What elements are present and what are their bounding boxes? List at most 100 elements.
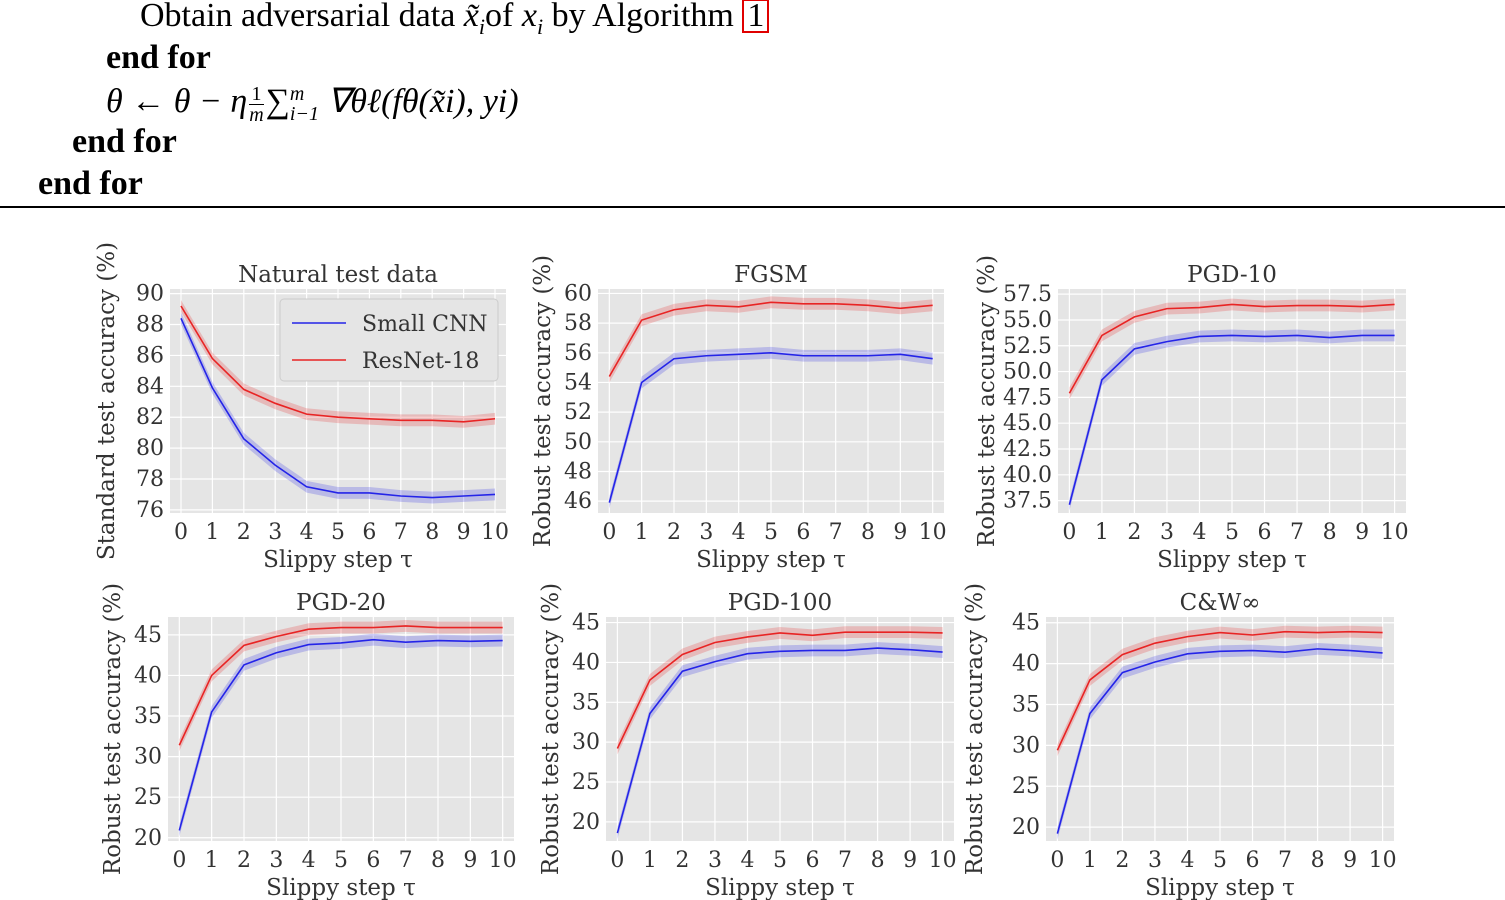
- series-line-small-cnn: [180, 318, 496, 499]
- x-tick-label: 1: [205, 848, 219, 873]
- y-tick-label: 20: [134, 826, 162, 851]
- algorithm-ref-link[interactable]: 1: [742, 0, 770, 33]
- update-rule-text: θ ← θ − η: [106, 83, 248, 120]
- legend-label: Small CNN: [362, 312, 487, 337]
- series-line-small-cnn: [1056, 648, 1383, 834]
- y-tick-label: 78: [136, 467, 164, 492]
- y-tick-label: 40.0: [1003, 463, 1052, 488]
- algo-text-by: by Algorithm: [543, 0, 743, 34]
- x-tick-label: 4: [300, 520, 314, 545]
- chart-title: PGD-20: [296, 590, 386, 616]
- fraction-denominator: m: [249, 103, 264, 126]
- x-tick-label: 8: [1323, 520, 1337, 545]
- algorithm-bottom-rule: [0, 206, 1505, 208]
- y-tick-label: 55.0: [1003, 308, 1052, 333]
- x-tick-label: 3: [699, 520, 713, 545]
- y-tick-label: 52: [564, 400, 592, 425]
- algorithm-end-for-inner: end for: [106, 39, 211, 76]
- x-tick-label: 9: [457, 520, 471, 545]
- series-line-small-cnn: [1068, 334, 1395, 505]
- algorithm-update-rule: θ ← θ − η 1 m ∑ m i−1 ∇θℓ(fθ(x̃i), yi): [106, 82, 519, 125]
- x-tick-label: 3: [1148, 848, 1162, 873]
- y-tick-label: 47.5: [1003, 385, 1052, 410]
- x-tick-label: 5: [334, 848, 348, 873]
- sum-lower: i−1: [289, 103, 319, 126]
- x-tick-label: 0: [172, 848, 186, 873]
- x-tick-label: 0: [1050, 848, 1064, 873]
- y-axis-label: Robust test accuracy (%): [530, 255, 556, 547]
- x-tick-label: 1: [205, 520, 219, 545]
- x-tick-label: 6: [796, 520, 810, 545]
- series-line-resnet18: [616, 631, 943, 749]
- y-tick-label: 30: [134, 745, 162, 770]
- x-axis-label: Slippy step τ: [705, 875, 855, 900]
- x-tick-label: 7: [1290, 520, 1304, 545]
- y-tick-label: 35: [572, 690, 600, 715]
- x-tick-label: 3: [269, 848, 283, 873]
- y-tick-label: 86: [136, 343, 164, 368]
- y-axis-label: Robust test accuracy (%): [962, 583, 988, 875]
- algorithm-end-for-middle: end for: [72, 123, 177, 160]
- x-tick-label: 2: [1115, 848, 1129, 873]
- x-tick-label: 1: [643, 848, 657, 873]
- series-band-small-cnn: [180, 312, 496, 504]
- x-tick-label: 5: [1225, 520, 1239, 545]
- legend-label: ResNet-18: [362, 349, 479, 374]
- x-tick-label: 9: [1355, 520, 1369, 545]
- y-tick-label: 90: [136, 282, 164, 307]
- chart-title: FGSM: [734, 262, 808, 288]
- y-tick-label: 57.5: [1003, 282, 1052, 307]
- algorithm-line-obtain: Obtain adversarial data x̃iof xi by Algo…: [140, 0, 770, 47]
- y-tick-label: 20: [1012, 815, 1040, 840]
- y-tick-label: 40: [1012, 652, 1040, 677]
- x-tick-label: 10: [489, 848, 517, 873]
- y-tick-label: 82: [136, 405, 164, 430]
- algo-var-x: x: [521, 0, 537, 34]
- y-axis-label: Robust test accuracy (%): [100, 583, 126, 875]
- algorithm-end-for-outer: end for: [38, 165, 143, 202]
- chart-title: Natural test data: [238, 262, 438, 288]
- y-tick-label: 76: [136, 498, 164, 523]
- y-tick-label: 25: [134, 785, 162, 810]
- x-tick-label: 10: [929, 848, 957, 873]
- sum-limits: m i−1: [290, 84, 319, 124]
- x-tick-label: 7: [399, 848, 413, 873]
- chart-title: C&W∞: [1180, 590, 1261, 616]
- x-tick-label: 6: [362, 520, 376, 545]
- series-band-resnet18: [609, 296, 933, 383]
- algo-sub-i2: i: [536, 13, 544, 39]
- y-tick-label: 30: [572, 730, 600, 755]
- series-line-small-cnn: [608, 351, 933, 503]
- x-tick-label: 8: [431, 848, 445, 873]
- y-tick-label: 60: [564, 281, 592, 306]
- y-tick-label: 48: [564, 459, 592, 484]
- x-axis-label: Slippy step τ: [263, 547, 413, 573]
- y-tick-label: 30: [1012, 733, 1040, 758]
- x-tick-label: 6: [366, 848, 380, 873]
- x-tick-label: 2: [675, 848, 689, 873]
- x-tick-label: 8: [1311, 848, 1325, 873]
- y-tick-label: 52.5: [1003, 334, 1052, 359]
- sum-upper: m: [289, 83, 305, 106]
- x-tick-label: 2: [667, 520, 681, 545]
- y-tick-label: 80: [136, 436, 164, 461]
- x-tick-label: 1: [1083, 848, 1097, 873]
- y-tick-label: 50.0: [1003, 360, 1052, 385]
- y-tick-label: 45: [572, 611, 600, 636]
- x-tick-label: 0: [1062, 520, 1076, 545]
- x-tick-label: 1: [635, 520, 649, 545]
- x-tick-label: 10: [1369, 848, 1397, 873]
- algo-sub-i: i: [478, 13, 486, 39]
- x-tick-label: 8: [871, 848, 885, 873]
- y-axis-label: Robust test accuracy (%): [538, 583, 564, 875]
- x-tick-label: 9: [1343, 848, 1357, 873]
- y-tick-label: 37.5: [1003, 489, 1052, 514]
- x-tick-label: 7: [394, 520, 408, 545]
- fraction-numerator: 1: [249, 84, 264, 105]
- x-axis-label: Slippy step τ: [696, 547, 846, 573]
- x-tick-label: 5: [331, 520, 345, 545]
- y-tick-label: 58: [564, 311, 592, 336]
- x-tick-label: 1: [1095, 520, 1109, 545]
